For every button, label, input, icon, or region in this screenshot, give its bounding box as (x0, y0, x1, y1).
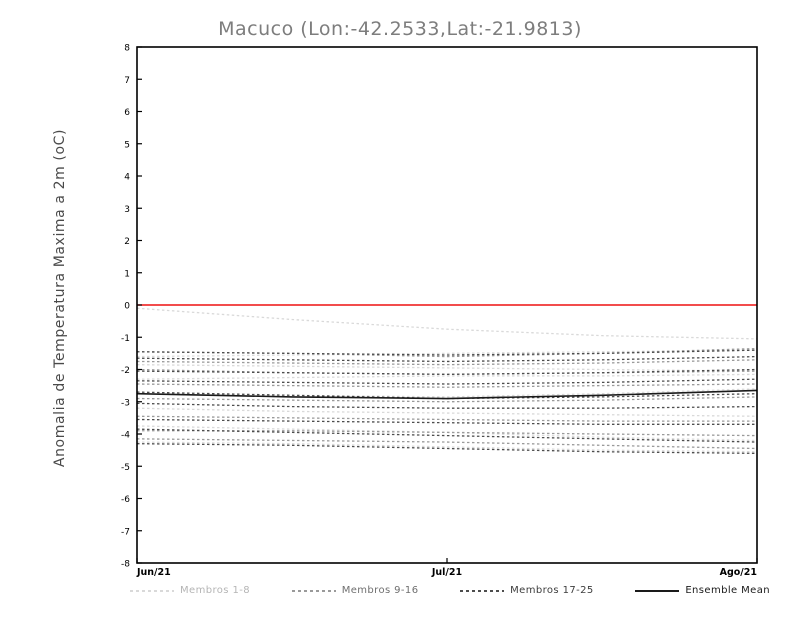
series-line (136, 378, 758, 385)
y-tick-label: -8 (121, 560, 130, 570)
series-line (136, 373, 758, 380)
x-tick-label: Jul/21 (431, 567, 462, 578)
legend-swatch-membros-9-16 (291, 589, 336, 592)
legend-swatch-membros-1-8 (130, 589, 174, 592)
legend-label-ensemble-mean: Ensemble Mean (685, 585, 770, 596)
legend-swatch-membros-17-25 (460, 589, 505, 592)
y-tick-label: -1 (121, 334, 130, 344)
y-tick-label: 5 (124, 140, 130, 150)
legend-swatch-ensemble-mean (635, 589, 680, 592)
series-line (136, 388, 758, 398)
x-tick-label: Jun/21 (136, 567, 171, 578)
series-line (136, 368, 758, 375)
series-line (136, 396, 758, 403)
series-line (136, 349, 758, 356)
y-tick-label: -4 (121, 431, 130, 441)
series-line (136, 359, 758, 366)
y-tick-label: 1 (124, 269, 130, 279)
series-line (136, 383, 758, 388)
legend-item-ensemble-mean: Ensemble Mean (635, 585, 770, 596)
y-tick-label: -5 (121, 463, 130, 473)
y-tick-label: 8 (124, 44, 130, 54)
legend-label-membros-17-25: Membros 17-25 (510, 585, 594, 596)
series-line (136, 425, 758, 442)
series-line (136, 418, 757, 425)
series-line (136, 364, 758, 372)
y-tick-label: 0 (124, 302, 130, 312)
legend-item-membros-9-16: Membros 9-16 (291, 585, 419, 596)
legend-label-membros-9-16: Membros 9-16 (341, 585, 419, 596)
y-tick-label: 2 (124, 237, 130, 247)
series-line (136, 415, 757, 422)
series-line (136, 428, 758, 443)
legend-item-membros-17-25: Membros 17-25 (460, 585, 594, 596)
y-tick-label: -6 (121, 495, 130, 505)
page-title: Macuco (Lon:-42.2533,Lat:-21.9813) (218, 18, 582, 40)
series-line (137, 430, 758, 437)
chart-legend: Membros 1-8 Membros 9-16 Membros 17-25 E… (130, 585, 770, 596)
series-line (136, 441, 758, 453)
y-tick-label: -2 (121, 366, 130, 376)
series-line (136, 307, 758, 340)
y-tick-label: 3 (124, 205, 130, 215)
series-line (136, 402, 758, 409)
y-tick-label: 7 (124, 76, 130, 86)
series-line (136, 407, 758, 417)
legend-label-membros-1-8: Membros 1-8 (180, 585, 251, 596)
y-tick-label: 4 (124, 173, 130, 183)
series-line (136, 443, 758, 454)
y-tick-label: 6 (124, 108, 130, 118)
series-line (136, 355, 758, 363)
legend-item-membros-1-8: Membros 1-8 (130, 585, 250, 596)
y-tick-label: -7 (121, 527, 130, 537)
x-tick-label: Ago/21 (720, 567, 757, 578)
y-tick-label: -3 (121, 398, 130, 408)
series-line (136, 438, 758, 450)
series-line (136, 389, 758, 400)
